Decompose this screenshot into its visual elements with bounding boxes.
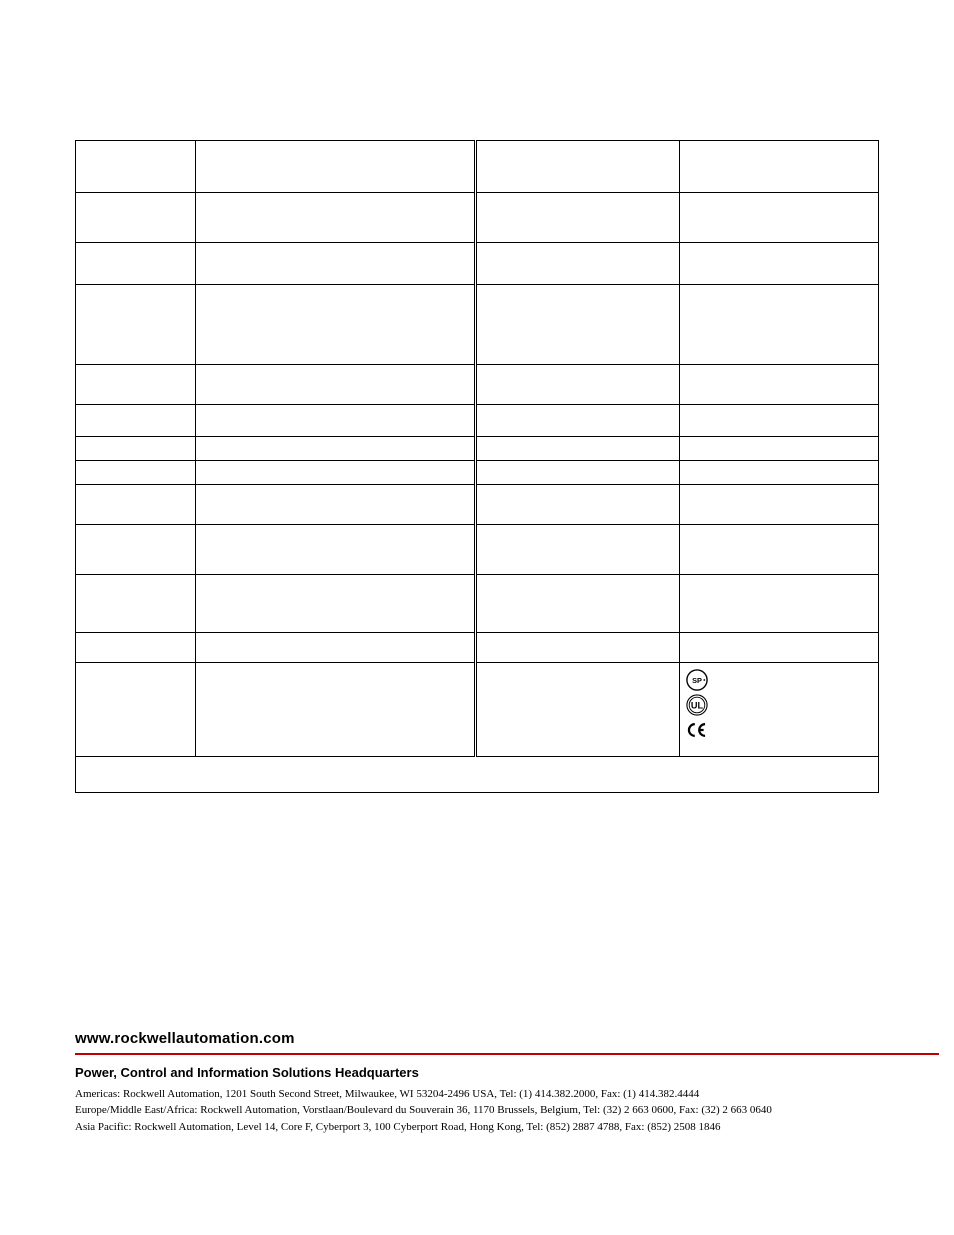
cell-attr2 (476, 461, 680, 485)
cell-val2 (680, 365, 879, 405)
table-row (76, 575, 879, 633)
cell-attr1 (76, 575, 196, 633)
cell-val1 (196, 525, 476, 575)
cell-val1 (196, 633, 476, 663)
cell-val2 (680, 461, 879, 485)
cell-attr1 (76, 437, 196, 461)
footer-addresses: Americas: Rockwell Automation, 1201 Sout… (75, 1086, 939, 1136)
table-row (76, 405, 879, 437)
page-content: SP UL (0, 0, 954, 793)
cell-attr2 (476, 193, 680, 243)
cell-attr1 (76, 405, 196, 437)
cell-attr1 (76, 461, 196, 485)
cell-val2 (680, 141, 879, 193)
footer-url: www.rockwellautomation.com (75, 1030, 939, 1047)
cell-attr1 (76, 485, 196, 525)
cell-attr1 (76, 243, 196, 285)
cell-val1 (196, 437, 476, 461)
cell-val2 (680, 285, 879, 365)
footer-address-line: Europe/Middle East/Africa: Rockwell Auto… (75, 1102, 939, 1119)
cell-attr2 (476, 633, 680, 663)
cell-attr2 (476, 141, 680, 193)
cell-attr2 (476, 663, 680, 757)
cell-attr2 (476, 525, 680, 575)
cell-val1 (196, 285, 476, 365)
specifications-table: SP UL (75, 140, 879, 793)
table-row (76, 365, 879, 405)
ul-logo-icon: UL (686, 694, 708, 716)
footer-address-line: Americas: Rockwell Automation, 1201 Sout… (75, 1086, 939, 1103)
cell-val2 (680, 525, 879, 575)
cell-val2 (680, 405, 879, 437)
table-row (76, 193, 879, 243)
cell-val2 (680, 485, 879, 525)
cell-val1 (196, 365, 476, 405)
cell-attr2 (476, 285, 680, 365)
table-row-certifications: SP UL (76, 663, 879, 757)
table-row (76, 141, 879, 193)
cell-attr1 (76, 141, 196, 193)
cell-val2 (680, 193, 879, 243)
table-row (76, 485, 879, 525)
cell-val2 (680, 575, 879, 633)
cell-attr1 (76, 193, 196, 243)
cell-attr2 (476, 405, 680, 437)
cell-val1 (196, 461, 476, 485)
svg-text:SP: SP (692, 676, 702, 685)
cell-attr2 (476, 243, 680, 285)
cell-attr1 (76, 365, 196, 405)
cell-attr2 (476, 437, 680, 461)
cell-val2 (680, 437, 879, 461)
table-row (76, 285, 879, 365)
footnote-cell (76, 757, 879, 793)
cell-val1 (196, 663, 476, 757)
cell-attr1 (76, 285, 196, 365)
cell-val1 (196, 141, 476, 193)
table-row (76, 461, 879, 485)
cell-val1 (196, 485, 476, 525)
ce-logo-icon (686, 719, 708, 741)
cell-val2 (680, 243, 879, 285)
footer-divider (75, 1053, 939, 1055)
cell-attr1 (76, 633, 196, 663)
cell-val1 (196, 575, 476, 633)
cell-attr1 (76, 525, 196, 575)
cell-val1 (196, 243, 476, 285)
svg-text:UL: UL (691, 701, 704, 711)
cell-val2 (680, 633, 879, 663)
table-row (76, 525, 879, 575)
footer-heading: Power, Control and Information Solutions… (75, 1065, 939, 1080)
cell-certifications: SP UL (680, 663, 879, 757)
cell-attr2 (476, 485, 680, 525)
cell-attr1 (76, 663, 196, 757)
table-row (76, 243, 879, 285)
page-footer: www.rockwellautomation.com Power, Contro… (75, 1030, 939, 1136)
cell-val1 (196, 193, 476, 243)
table-row (76, 633, 879, 663)
table-row (76, 437, 879, 461)
table-row-footnote (76, 757, 879, 793)
cell-val1 (196, 405, 476, 437)
cell-attr2 (476, 575, 680, 633)
footer-address-line: Asia Pacific: Rockwell Automation, Level… (75, 1119, 939, 1136)
cell-attr2 (476, 365, 680, 405)
csa-logo-icon: SP (686, 669, 708, 691)
